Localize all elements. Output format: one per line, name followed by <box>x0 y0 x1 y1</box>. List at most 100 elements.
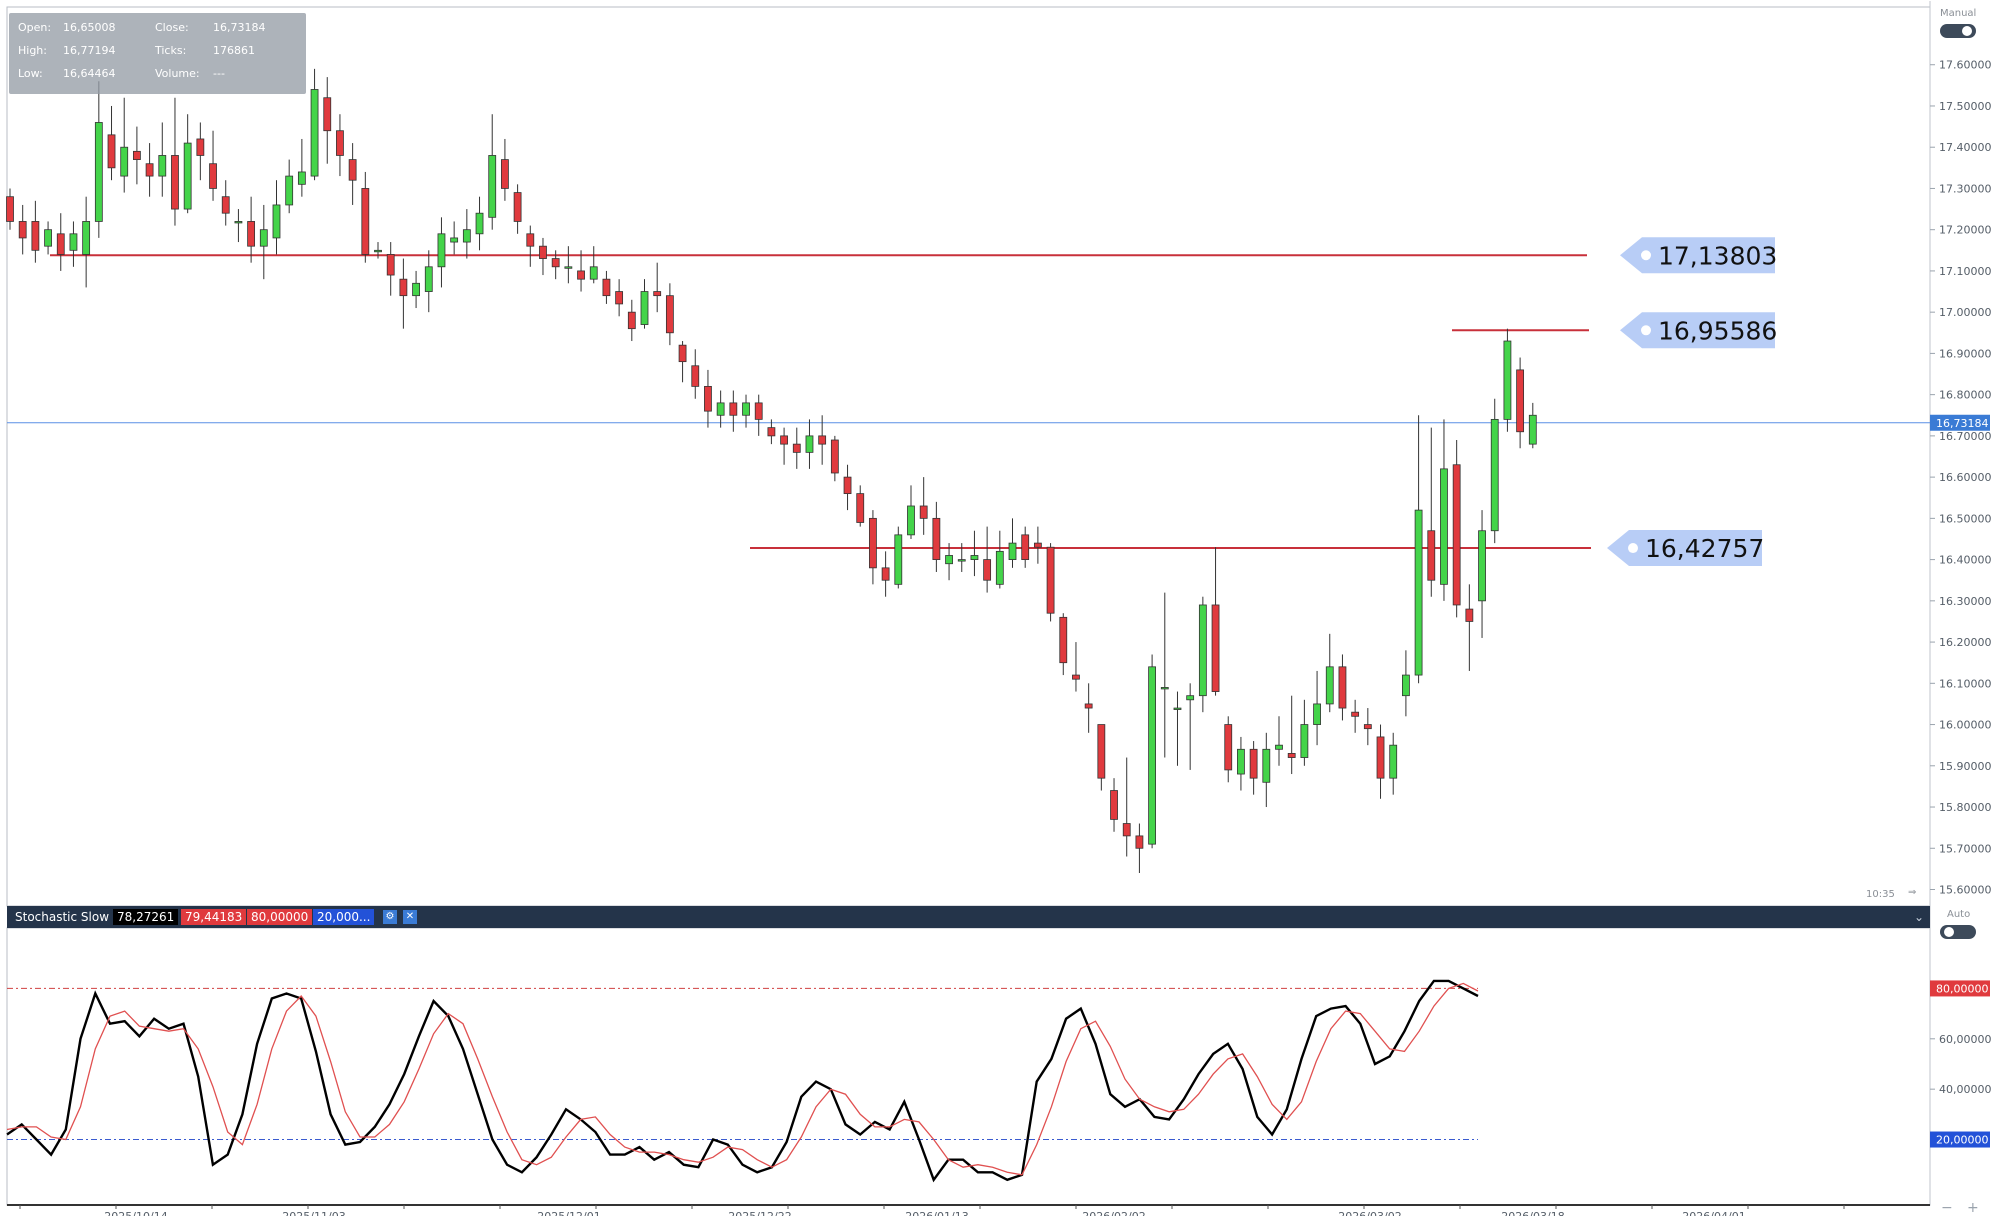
candle <box>767 419 776 445</box>
arrow-right-icon[interactable]: ⇒ <box>1908 887 1917 898</box>
candle-body <box>1325 666 1334 705</box>
candle <box>1046 543 1055 622</box>
candle <box>183 114 192 214</box>
candle-body <box>1122 823 1131 837</box>
candle-body <box>209 163 217 189</box>
candle <box>1033 526 1042 564</box>
candle <box>970 530 979 577</box>
close-value: 16,73184 <box>213 21 266 34</box>
settings-icon[interactable]: ⚙ <box>383 910 397 924</box>
level-tag-handle-icon[interactable] <box>1641 250 1651 261</box>
candle-body <box>983 559 992 581</box>
candle <box>247 196 256 263</box>
level-price-tag[interactable] <box>1620 312 1775 349</box>
candle <box>1414 415 1423 684</box>
candle-body <box>1503 340 1512 420</box>
candle-body <box>957 559 966 562</box>
candle-body <box>513 192 522 222</box>
candle-body <box>1528 414 1537 445</box>
price-tick-label: 17.30000 <box>1939 182 1992 195</box>
candle <box>513 184 522 234</box>
indicator-name: Stochastic Slow <box>15 910 110 924</box>
close-icon[interactable]: ✕ <box>403 910 417 924</box>
stochastic-level-tag <box>1930 980 1990 997</box>
candle-body <box>386 254 395 276</box>
level-tag-handle-icon[interactable] <box>1628 543 1638 554</box>
price-tick-label: 17.50000 <box>1939 100 1992 113</box>
candle-body <box>1033 542 1042 548</box>
price-tick-label: 16.60000 <box>1939 471 1992 484</box>
candle-body <box>691 365 700 387</box>
candle-body <box>1237 748 1245 775</box>
price-tick-label: 15.60000 <box>1939 884 1992 897</box>
candle-body <box>6 196 14 222</box>
candle <box>716 390 725 428</box>
candle <box>1376 724 1385 799</box>
candle <box>1148 654 1156 849</box>
candle <box>564 246 573 284</box>
candle <box>1427 427 1436 597</box>
zoom-out-icon: − <box>1941 1200 1953 1216</box>
candle <box>107 105 116 181</box>
candle <box>1325 633 1334 713</box>
candle-body <box>297 171 306 185</box>
candle <box>1300 699 1309 766</box>
candle-body <box>653 291 662 297</box>
candle-body <box>1452 464 1461 606</box>
candle-body <box>919 505 928 519</box>
level-price-tag[interactable] <box>1620 237 1775 274</box>
candle-body <box>272 204 281 239</box>
candle <box>69 221 78 267</box>
indicator-scale-toggle[interactable] <box>1940 925 1976 939</box>
candle-body <box>196 138 205 156</box>
candle-body <box>158 155 167 177</box>
candle-body <box>780 435 788 445</box>
price-scale-mode-label: Manual <box>1940 8 1977 19</box>
candle <box>792 427 801 469</box>
time-tick-label: 2025/12/01 <box>537 1210 600 1216</box>
chevron-down-icon[interactable]: ⌄ <box>1913 910 1924 924</box>
level-tag-label: 17,13803 <box>1658 241 1777 270</box>
price-tick-label: 16.40000 <box>1939 554 1992 567</box>
candle-body <box>1300 724 1309 758</box>
candle <box>1211 547 1220 696</box>
candle <box>602 270 611 304</box>
price-scale-toggle[interactable] <box>1940 24 1976 38</box>
zoom-in-icon: + <box>1967 1200 1979 1216</box>
candle-body <box>94 122 103 222</box>
time-tick-label: 2025/11/03 <box>282 1210 345 1216</box>
candle <box>1008 518 1017 568</box>
candle <box>158 122 167 197</box>
candle-body <box>501 159 509 189</box>
candle <box>1389 732 1398 795</box>
candle <box>1516 357 1525 449</box>
candle <box>704 369 712 428</box>
candle-body <box>1275 744 1283 750</box>
ticks-label: Ticks: <box>155 44 187 57</box>
volume-label: Volume: <box>155 67 200 80</box>
price-tick-label: 16.70000 <box>1939 430 1992 443</box>
candle-body <box>1427 530 1436 581</box>
candle <box>932 501 941 572</box>
candle-body <box>1490 418 1499 532</box>
candle-body <box>221 196 230 214</box>
candle <box>56 213 65 271</box>
candle <box>82 196 91 288</box>
candle <box>272 180 281 255</box>
candle <box>627 299 636 342</box>
candle <box>221 180 230 226</box>
candle-body <box>818 435 827 445</box>
candle-body <box>1363 724 1372 730</box>
indicator-k-value: 78,27261 <box>113 909 179 925</box>
stochastic-d-line <box>6 982 1479 1176</box>
level-price-tag[interactable] <box>1607 530 1762 567</box>
candle <box>653 262 662 313</box>
candle-body <box>856 493 865 523</box>
price-tick-label: 17.00000 <box>1939 306 1992 319</box>
candle-body <box>907 505 915 536</box>
candle <box>437 217 446 288</box>
stochastic-level-tag <box>1930 1131 1990 1148</box>
level-tag-handle-icon[interactable] <box>1641 325 1651 336</box>
candle <box>336 114 344 177</box>
